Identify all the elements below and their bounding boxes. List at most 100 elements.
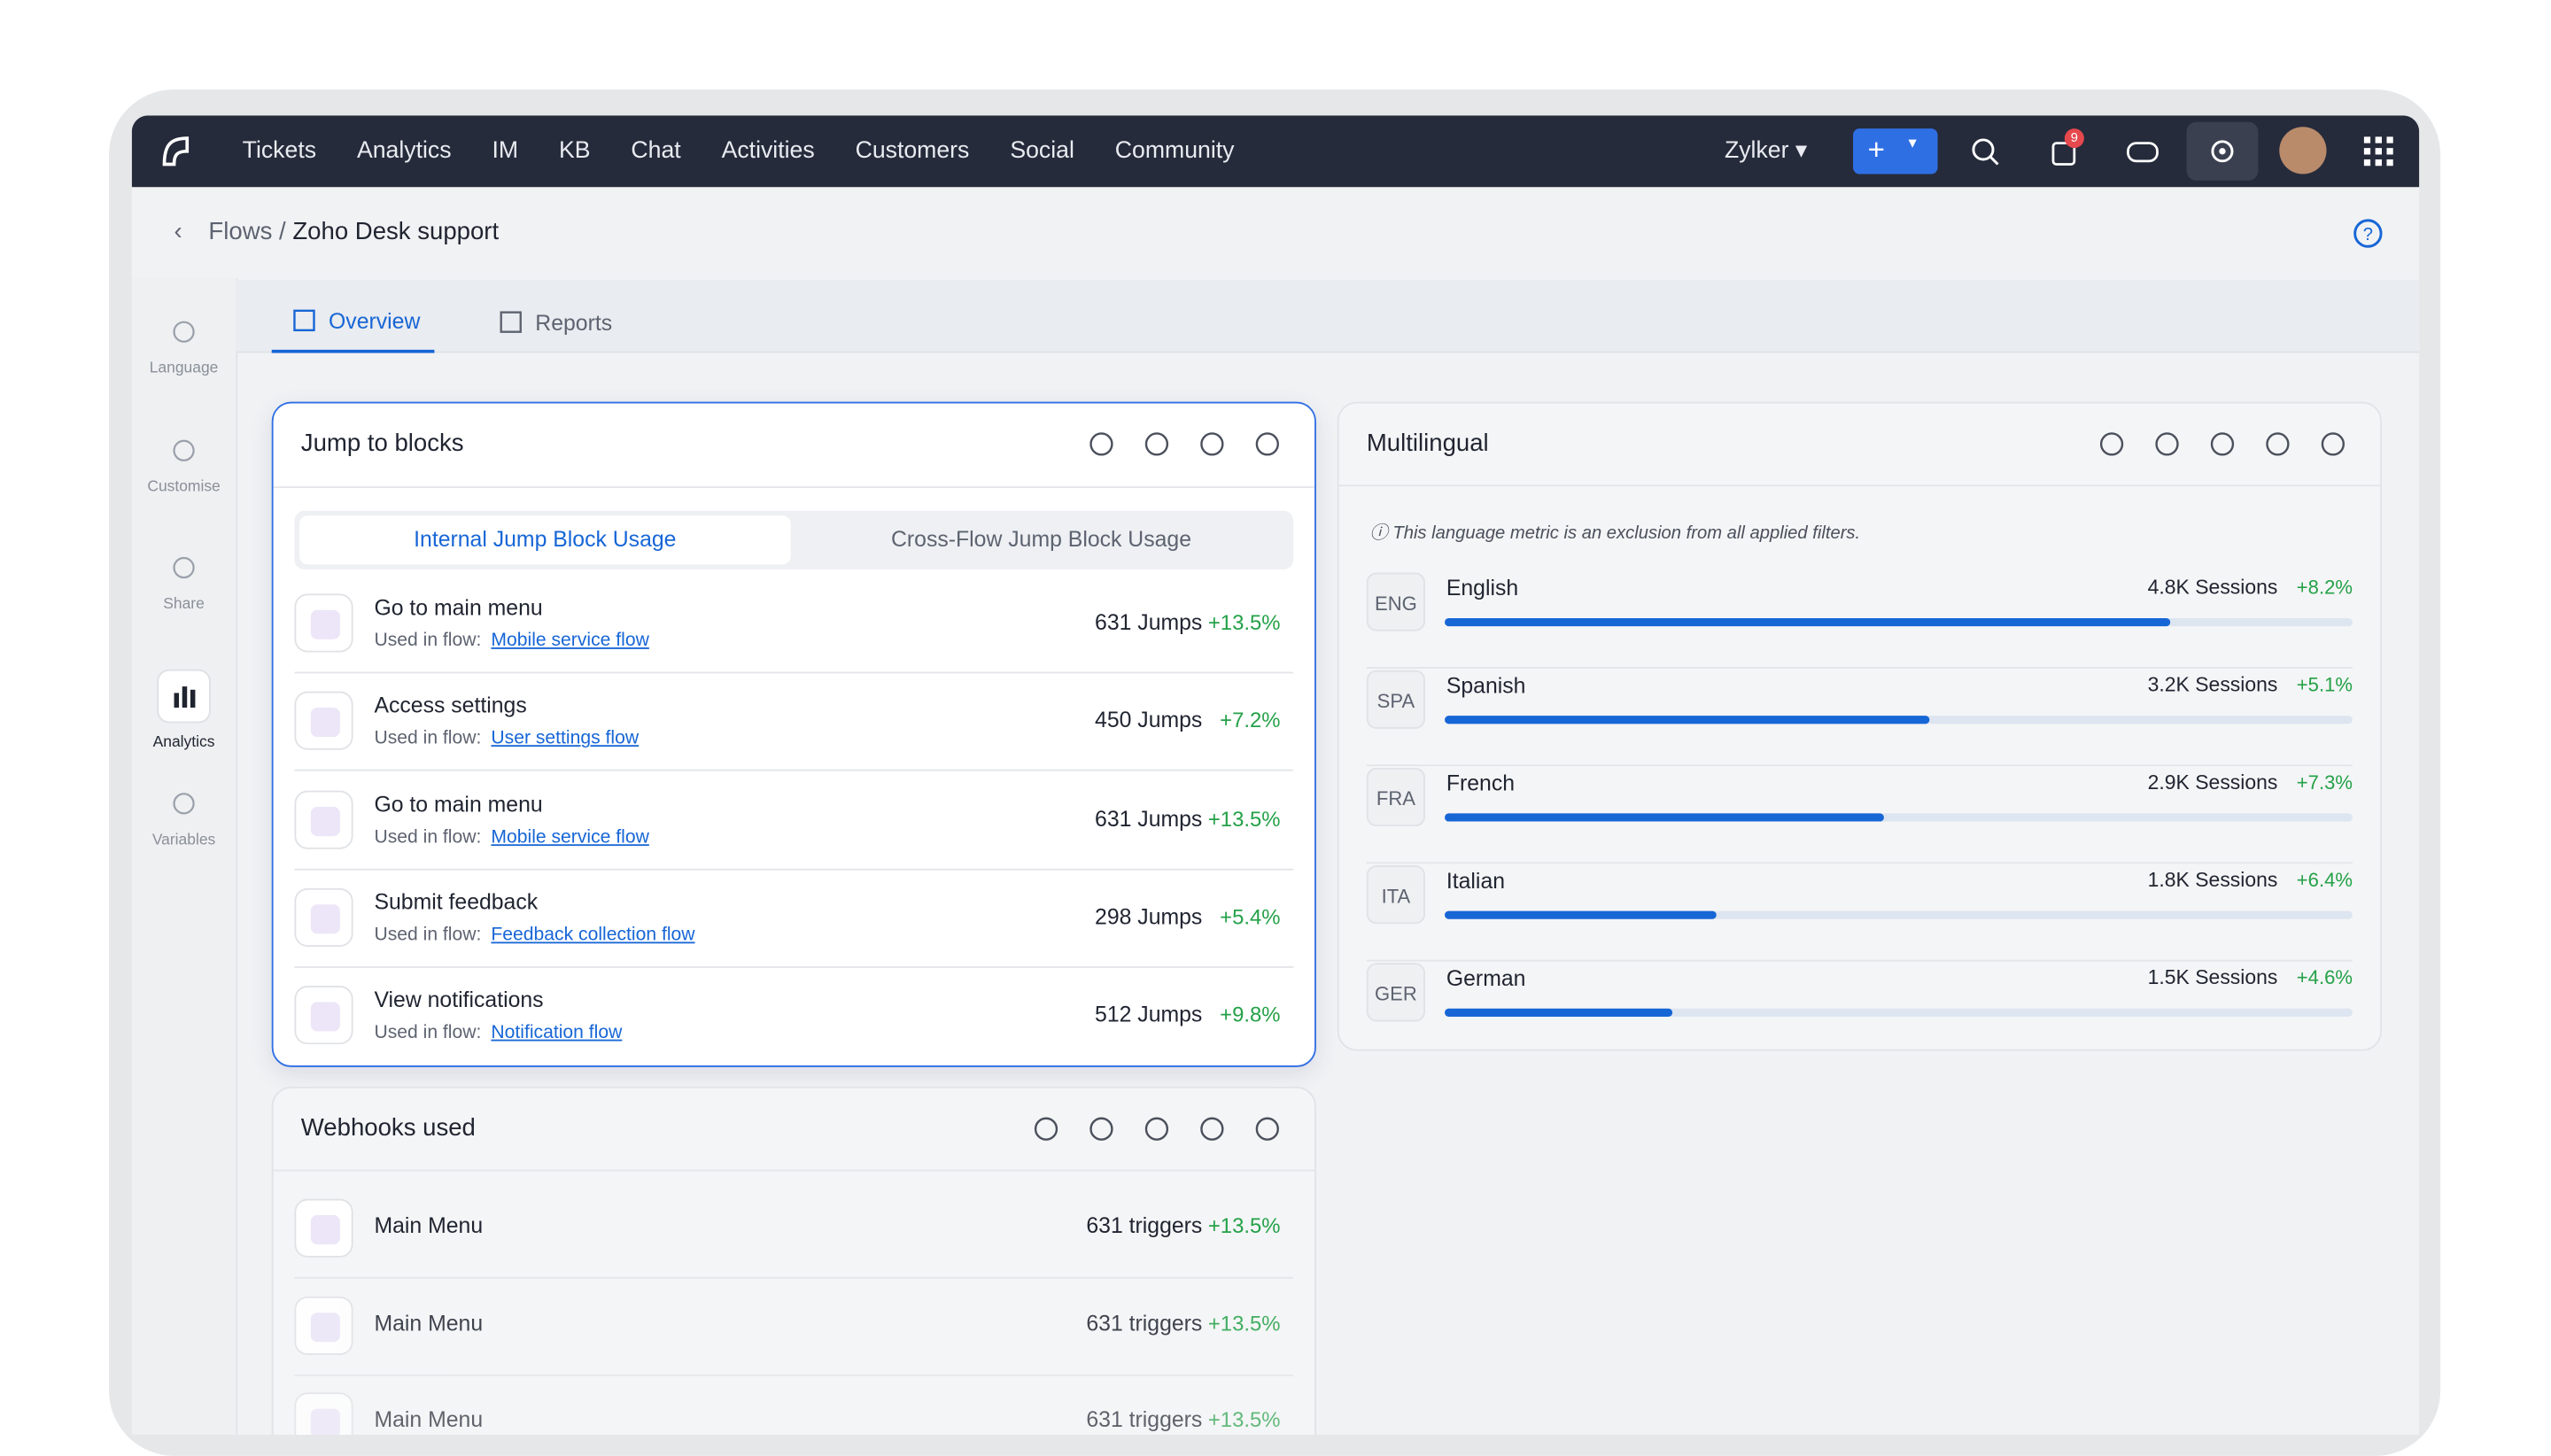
sidebar-label: Share — [163, 595, 205, 614]
flow-link[interactable]: Mobile service flow — [491, 827, 649, 848]
tab-strip: Overview Reports — [236, 279, 2420, 353]
tab-overview[interactable]: Overview — [271, 280, 435, 353]
back[interactable]: ‹ — [174, 218, 182, 246]
action-icon[interactable] — [1142, 1114, 1171, 1143]
jump-row[interactable]: Access settings Used in flow: User setting… — [294, 672, 1294, 772]
sidebar-item[interactable]: Language — [132, 314, 236, 377]
flow-link[interactable]: Notification flow — [491, 1023, 623, 1043]
action-icon[interactable] — [2097, 430, 2127, 459]
webhook-row[interactable]: Main Menu 631 triggers +13.5% — [294, 1276, 1294, 1375]
bar-track — [1445, 716, 2353, 724]
row-name: Main Menu — [374, 1213, 484, 1238]
language-code: SPA — [1366, 670, 1425, 729]
row-change: +5.4% — [1220, 904, 1281, 929]
row-change: +8.2% — [2296, 576, 2353, 599]
nav-item[interactable]: Community — [1114, 138, 1235, 165]
jump-row[interactable]: Submit feedback Used in flow: Feedback col… — [294, 869, 1294, 968]
row-count: 631 Jumps — [1095, 609, 1203, 635]
action-icon[interactable] — [2318, 430, 2347, 459]
bar-track — [1445, 813, 2353, 822]
jump-row[interactable]: View notifications Used in flow: Notificat… — [294, 966, 1293, 1064]
notification-icon[interactable] — [2051, 138, 2077, 166]
row-change: +9.8% — [1220, 1002, 1281, 1027]
top-nav: Tickets Analytics IM KB Chat Activities Custom… — [131, 115, 2420, 188]
org-switch[interactable]: Zylker ▾ — [1724, 138, 1808, 165]
toggle-option[interactable]: Internal Jump Block Usage — [299, 515, 791, 565]
action-icon[interactable] — [1142, 430, 1171, 459]
nav-item[interactable]: Tickets — [242, 138, 317, 165]
apps-icon[interactable] — [2363, 136, 2393, 167]
language-row: FRA French 2.9K Sessions +7.3% — [1366, 764, 2353, 864]
breadcrumb: ‹ Flows / Zoho Desk support — [174, 218, 500, 245]
nav-item[interactable]: IM — [492, 138, 519, 165]
jump-card: Jump to blocks Internal Jump Block Usage… — [271, 401, 1316, 1067]
action-icon[interactable] — [2152, 430, 2182, 459]
jump-row[interactable]: Go to main menu Used in flow: Mobile servi… — [294, 574, 1294, 674]
bar — [1445, 1008, 1672, 1017]
badge: 9 — [2064, 128, 2084, 149]
row-name: Main Menu — [374, 1310, 484, 1336]
icon-glyph — [310, 708, 340, 738]
bar — [1445, 813, 1884, 822]
jump-row[interactable]: Go to main menu Used in flow: Mobile servi… — [294, 771, 1294, 870]
add-button[interactable]: + ▾ — [1853, 128, 1938, 174]
action-icon[interactable] — [2263, 430, 2292, 459]
icon-glyph — [310, 1002, 340, 1032]
row-count: 450 Jumps — [1095, 708, 1203, 733]
sidebar-item[interactable]: Customise — [132, 432, 236, 495]
row-change: +13.5% — [1207, 806, 1281, 831]
icon — [173, 438, 195, 461]
action-icon[interactable] — [1252, 430, 1282, 459]
nav-item[interactable]: KB — [558, 138, 591, 165]
icon — [173, 321, 195, 343]
flow-link[interactable]: Mobile service flow — [491, 631, 649, 651]
sidebar-item[interactable]: Variables — [132, 786, 236, 849]
action-icon[interactable] — [1198, 430, 1227, 459]
tab-label: Overview — [329, 308, 421, 334]
row-name: Go to main menu — [374, 791, 543, 817]
svg-text:?: ? — [2363, 225, 2373, 244]
flow-link[interactable]: User settings flow — [491, 729, 640, 749]
language-code: FRA — [1366, 767, 1425, 827]
help-icon[interactable]: ? — [2353, 218, 2384, 249]
action-icon[interactable] — [1252, 1114, 1282, 1143]
header-actions — [1031, 1114, 1282, 1143]
breadcrumb-sep: / — [279, 218, 286, 246]
nav-item[interactable]: Social — [1010, 138, 1074, 165]
search-icon[interactable] — [1970, 136, 1999, 166]
breadcrumb-current: Zoho Desk support — [292, 218, 500, 246]
row-count: 298 Jumps — [1095, 904, 1203, 929]
action-icon[interactable] — [1087, 430, 1116, 459]
action-icon[interactable] — [2207, 430, 2237, 459]
flow-link[interactable]: Feedback collection flow — [491, 925, 695, 945]
sidebar-label: Language — [149, 359, 219, 378]
row-change: +6.4% — [2296, 868, 2353, 892]
game-icon[interactable] — [2127, 138, 2159, 164]
row-change: +5.1% — [2296, 673, 2353, 697]
nav-item[interactable]: Chat — [631, 138, 681, 165]
bar-track — [1445, 1008, 2353, 1017]
row-name: Submit feedback — [374, 889, 539, 915]
toggle-option[interactable]: Cross-Flow Jump Block Usage — [891, 527, 1192, 552]
action-icon[interactable] — [1031, 1114, 1060, 1143]
webhook-row[interactable]: Main Menu 631 triggers +13.5% — [294, 1180, 1294, 1279]
avatar[interactable] — [2279, 127, 2327, 174]
row-sub: Used in flow: User settings flow — [374, 729, 639, 748]
sidebar-item[interactable]: Analytics — [132, 668, 236, 751]
row-count: 631 Jumps — [1095, 806, 1203, 831]
logo — [162, 136, 190, 167]
action-icon[interactable] — [1198, 1114, 1227, 1143]
row-name: Go to main menu — [374, 595, 543, 620]
nav-item[interactable]: Analytics — [356, 138, 452, 165]
webhook-row[interactable]: Main Menu 631 triggers +13.5% — [294, 1373, 1293, 1436]
settings-button[interactable] — [2186, 121, 2259, 181]
sidebar-item[interactable]: Share — [132, 550, 236, 614]
icon — [157, 668, 211, 723]
tab-reports[interactable]: Reports — [500, 280, 663, 350]
breadcrumb-parent[interactable]: Flows — [208, 218, 273, 246]
nav-item[interactable]: Activities — [721, 138, 815, 165]
row-change: +13.5% — [1207, 609, 1281, 635]
action-icon[interactable] — [1087, 1114, 1116, 1143]
nav-item[interactable]: Customers — [855, 138, 970, 165]
